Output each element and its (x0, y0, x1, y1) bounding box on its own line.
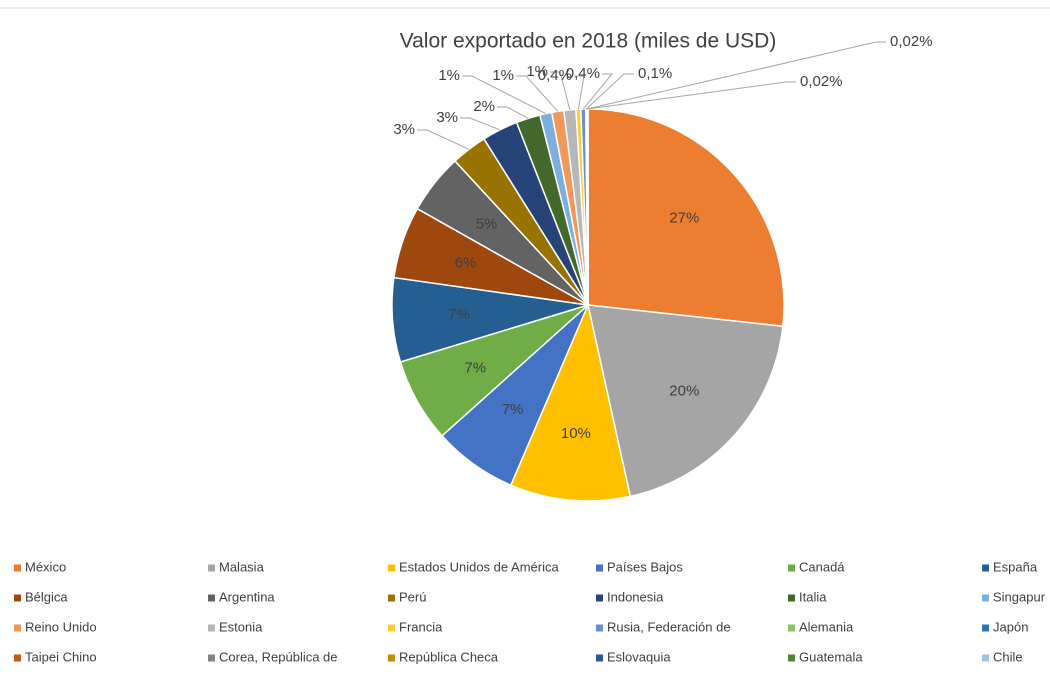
legend-label: Japón (993, 619, 1028, 634)
legend-swatch (596, 655, 603, 662)
data-label: 7% (448, 306, 470, 323)
legend-label: Eslovaquia (607, 649, 671, 664)
legend-swatch (208, 655, 215, 662)
data-label: 3% (393, 121, 415, 138)
data-label: 1% (438, 67, 460, 84)
legend-swatch (982, 625, 989, 632)
legend-label: Corea, República de (219, 649, 338, 664)
legend-label: Singapur (993, 589, 1046, 604)
legend-label: Países Bajos (607, 559, 683, 574)
legend-label: Estados Unidos de América (399, 559, 559, 574)
data-label: 27% (669, 210, 699, 227)
data-label: 7% (502, 401, 524, 418)
legend-label: República Checa (399, 649, 499, 664)
legend-swatch (208, 625, 215, 632)
legend-label: Indonesia (607, 589, 664, 604)
legend-swatch (596, 595, 603, 602)
legend-label: Argentina (219, 589, 275, 604)
legend-label: Alemania (799, 619, 854, 634)
legend-swatch (788, 625, 795, 632)
data-label: 0,02% (800, 73, 843, 90)
legend-label: Bélgica (25, 589, 68, 604)
leader-line (497, 107, 528, 118)
legend-label: Reino Unido (25, 619, 97, 634)
legend-label: Canadá (799, 559, 845, 574)
legend-swatch (596, 625, 603, 632)
legend-swatch (982, 595, 989, 602)
legend-swatch (788, 655, 795, 662)
legend-label: México (25, 559, 66, 574)
legend-swatch (14, 655, 21, 662)
legend-swatch (982, 565, 989, 572)
legend-swatch (388, 655, 395, 662)
legend-label: España (993, 559, 1038, 574)
legend-label: Taipei Chino (25, 649, 97, 664)
leader-line (460, 118, 500, 130)
legend-swatch (208, 595, 215, 602)
legend-label: Malasia (219, 559, 265, 574)
data-label: 5% (476, 216, 498, 233)
legend-label: Francia (399, 619, 443, 634)
legend-label: Estonia (219, 619, 263, 634)
data-label: 2% (473, 98, 495, 115)
data-label: 20% (669, 382, 699, 399)
legend-swatch (14, 565, 21, 572)
legend-label: Rusia, Federación de (607, 619, 731, 634)
data-label: 0,02% (890, 33, 933, 50)
data-label: 3% (436, 109, 458, 126)
legend-swatch (14, 595, 21, 602)
data-label: 0,1% (638, 65, 672, 82)
legend-label: Italia (799, 589, 827, 604)
data-label: 6% (455, 254, 477, 271)
chart-title: Valor exportado en 2018 (miles de USD) (400, 30, 777, 53)
data-label: 10% (561, 425, 591, 442)
legend-label: Perú (399, 589, 426, 604)
data-label: 1% (492, 67, 514, 84)
legend-label: Chile (993, 649, 1023, 664)
legend-swatch (388, 595, 395, 602)
legend-swatch (14, 625, 21, 632)
data-label: 7% (464, 359, 486, 376)
legend-swatch (388, 565, 395, 572)
data-label: 0,4% (566, 65, 600, 82)
legend-swatch (388, 625, 395, 632)
legend-swatch (788, 565, 795, 572)
legend-label: Guatemala (799, 649, 863, 664)
leader-line (417, 130, 469, 149)
legend-swatch (788, 595, 795, 602)
legend-swatch (982, 655, 989, 662)
legend-swatch (596, 565, 603, 572)
leader-line (587, 82, 796, 109)
legend-swatch (208, 565, 215, 572)
